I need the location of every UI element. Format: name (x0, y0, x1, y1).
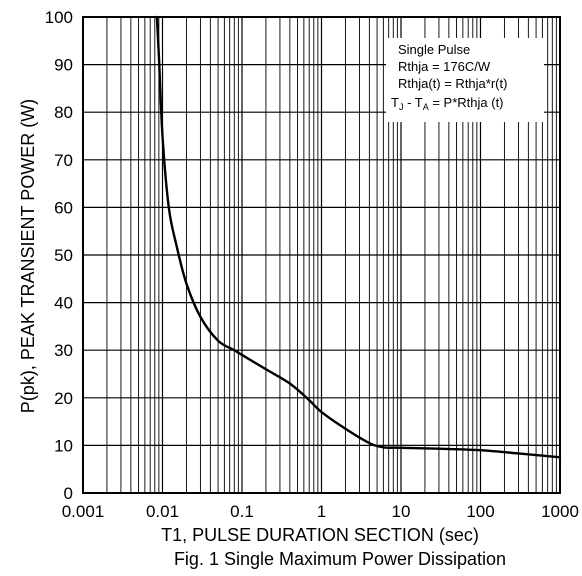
x-tick-label: 1000 (541, 502, 579, 521)
y-tick-label: 50 (54, 246, 73, 265)
y-tick-label: 10 (54, 436, 73, 455)
annotation-box: Single Pulse Rthja = 176C/W Rthja(t) = R… (386, 38, 544, 122)
x-tick-label: 10 (392, 502, 411, 521)
y-tick-label: 100 (45, 8, 73, 27)
curve-layer (155, 15, 562, 459)
annotation-line-2: Rthja = 176C/W (398, 59, 491, 74)
x-axis-label: T1, PULSE DURATION SECTION (sec) (161, 525, 479, 545)
y-axis-label: P(pk), PEAK TRANSIENT POWER (W) (18, 99, 38, 413)
x-tick-label: 0.01 (146, 502, 179, 521)
x-tick-label: 0.1 (230, 502, 254, 521)
y-tick-label: 40 (54, 294, 73, 313)
y-tick-label: 60 (54, 198, 73, 217)
y-tick-label: 30 (54, 341, 73, 360)
x-tick-label: 0.001 (62, 502, 105, 521)
y-tick-label: 90 (54, 56, 73, 75)
y-tick-labels: 0 10 20 30 40 50 60 70 80 90 100 (45, 8, 73, 503)
annotation-line-4-mid: - T (403, 95, 422, 110)
annotation-line-4-sub2: A (423, 102, 429, 112)
y-tick-label: 80 (54, 103, 73, 122)
x-tick-labels: 0.001 0.01 0.1 1 10 100 1000 (62, 502, 579, 521)
annotation-line-4-suffix: = P*Rthja (t) (429, 95, 504, 110)
power-curve (155, 15, 562, 459)
x-tick-label: 100 (466, 502, 494, 521)
figure-caption: Fig. 1 Single Maximum Power Dissipation (174, 549, 506, 569)
x-tick-label: 1 (317, 502, 326, 521)
annotation-line-3: Rthja(t) = Rthja*r(t) (398, 76, 507, 91)
y-tick-label: 0 (64, 484, 73, 503)
y-tick-label: 20 (54, 389, 73, 408)
annotation-line-1: Single Pulse (398, 42, 470, 57)
grid-lines (82, 16, 560, 494)
annotation-line-4-sub1: J (399, 102, 404, 112)
annotation-line-4-prefix: T (391, 95, 399, 110)
plot-frame (82, 16, 561, 494)
annotation-line-4: TJ - TA = P*Rthja (t) (391, 95, 504, 112)
y-tick-label: 70 (54, 151, 73, 170)
